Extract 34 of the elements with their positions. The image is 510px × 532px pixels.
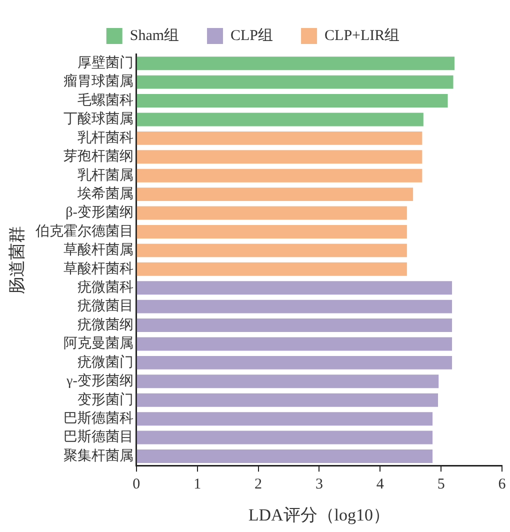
x-tick-label: 2 [254, 476, 262, 493]
y-tick-label: β-变形菌纲 [66, 204, 134, 221]
legend-label: Sham组 [130, 26, 180, 44]
y-axis-title: 肠道菌群 [8, 226, 27, 294]
x-tick-label: 5 [437, 476, 445, 493]
y-tick-label: 疣微菌门 [77, 354, 134, 370]
y-tick-label: 厚壁菌门 [77, 55, 134, 72]
y-tick-label: γ-变形菌纲 [66, 373, 134, 390]
y-tick-label: 埃希菌属 [76, 186, 134, 202]
y-tick-label: 阿克曼菌属 [63, 336, 134, 352]
y-tick-label: 草酸杆菌科 [63, 260, 134, 277]
y-tick-label: 巴斯德菌科 [63, 410, 134, 426]
y-tick-label: 草酸杆菌属 [63, 242, 134, 258]
y-tick-label: 疣微菌科 [77, 280, 134, 296]
y-tick-label: 瘤胃球菌属 [63, 74, 134, 90]
y-tick-label: 聚集杆菌属 [63, 448, 134, 464]
x-tick-label: 6 [498, 476, 506, 493]
x-tick-label: 4 [376, 476, 384, 493]
x-axis-title: LDA评分（log10） [248, 505, 390, 524]
x-tick-label: 3 [315, 476, 323, 493]
y-tick-label: 伯克霍尔德菌目 [34, 223, 134, 240]
y-tick-label: 芽孢杆菌纲 [63, 148, 134, 165]
legend-label: CLP+LIR组 [324, 26, 400, 44]
legend-label: CLP组 [230, 26, 274, 44]
y-tick-label: 疣微菌纲 [77, 316, 134, 333]
x-tick-label: 0 [132, 476, 140, 493]
x-tick-label: 1 [194, 476, 202, 493]
y-tick-label: 疣微菌目 [77, 298, 134, 314]
y-tick-label: 乳杆菌属 [77, 167, 134, 184]
y-tick-label: 变形菌门 [77, 392, 134, 408]
y-tick-label: 毛螺菌科 [77, 92, 134, 108]
y-tick-label: 丁酸球菌属 [63, 111, 134, 128]
y-tick-label: 乳杆菌科 [77, 130, 134, 146]
y-tick-label: 巴斯德菌目 [63, 429, 134, 446]
